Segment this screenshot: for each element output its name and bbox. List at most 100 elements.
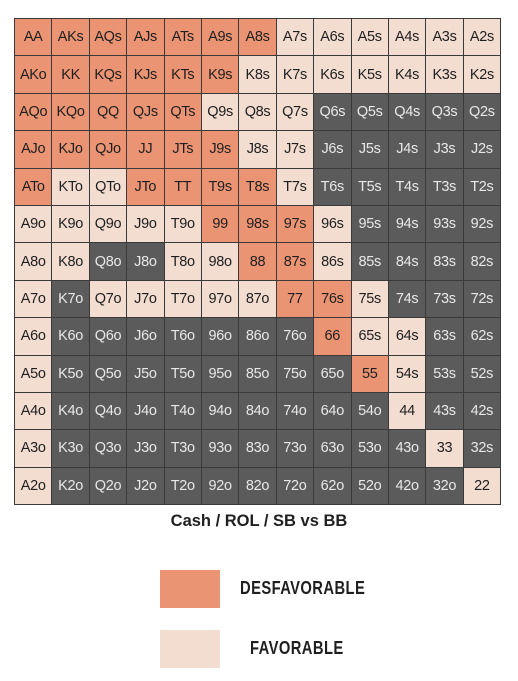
hand-cell-AKo: AKo	[15, 56, 53, 94]
legend-swatch-desfavorable	[160, 570, 220, 608]
hand-cell-K4s: K4s	[388, 56, 427, 94]
hand-cell-64s: 64s	[388, 318, 427, 356]
hand-cell-94o: 94o	[201, 392, 240, 431]
hand-cell-QJo: QJo	[89, 131, 128, 169]
hand-cell-K6s: K6s	[314, 56, 352, 94]
hand-cell-A2s: A2s	[463, 19, 502, 57]
hand-cell-K7o: K7o	[52, 280, 90, 319]
hand-cell-KJs: KJs	[127, 56, 165, 94]
hand-cell-J7s: J7s	[276, 131, 315, 169]
hand-cell-Q2o: Q2o	[89, 467, 128, 506]
hand-cell-J8o: J8o	[127, 243, 165, 281]
hand-cell-95o: 95o	[201, 355, 240, 393]
hand-cell-T8s: T8s	[239, 168, 277, 206]
hand-cell-J5s: J5s	[351, 131, 389, 169]
hand-cell-K9o: K9o	[52, 205, 90, 244]
hand-cell-T9o: T9o	[164, 205, 202, 244]
hand-cell-K8s: K8s	[239, 56, 277, 94]
hand-cell-J3s: J3s	[426, 131, 464, 169]
hand-cell-K3o: K3o	[52, 430, 90, 468]
hand-cell-Q6o: Q6o	[89, 318, 128, 356]
hand-cell-T2s: T2s	[463, 168, 502, 206]
hand-cell-22: 22	[463, 467, 502, 506]
hand-cell-Q5s: Q5s	[351, 93, 389, 132]
hand-cell-A8o: A8o	[15, 243, 53, 281]
hand-cell-A3o: A3o	[15, 430, 53, 468]
legend-label-favorable: FAVORABLE	[250, 638, 344, 658]
hand-cell-T6o: T6o	[164, 318, 202, 356]
hand-cell-74o: 74o	[276, 392, 315, 431]
hand-cell-T8o: T8o	[164, 243, 202, 281]
hand-cell-Q8o: Q8o	[89, 243, 128, 281]
hand-cell-AKs: AKs	[52, 19, 90, 57]
hand-cell-T3o: T3o	[164, 430, 202, 468]
hand-cell-93o: 93o	[201, 430, 240, 468]
hand-cell-JTo: JTo	[127, 168, 165, 206]
hand-cell-97o: 97o	[201, 280, 240, 319]
hand-cell-AQs: AQs	[89, 19, 128, 57]
hand-cell-85s: 85s	[351, 243, 389, 281]
hand-cell-T9s: T9s	[201, 168, 240, 206]
hand-cell-A8s: A8s	[239, 19, 277, 57]
hand-cell-42s: 42s	[463, 392, 502, 431]
hand-cell-K7s: K7s	[276, 56, 315, 94]
hand-cell-65o: 65o	[314, 355, 352, 393]
hand-cell-82o: 82o	[239, 467, 277, 506]
hand-cell-J2s: J2s	[463, 131, 502, 169]
hand-cell-AJs: AJs	[127, 19, 165, 57]
hand-cell-J5o: J5o	[127, 355, 165, 393]
hand-cell-A2o: A2o	[15, 467, 53, 506]
hand-cell-J7o: J7o	[127, 280, 165, 319]
hand-cell-A9s: A9s	[201, 19, 240, 57]
hand-cell-A6s: A6s	[314, 19, 352, 57]
hand-cell-96s: 96s	[314, 205, 352, 244]
hand-cell-Q2s: Q2s	[463, 93, 502, 132]
hand-cell-J9s: J9s	[201, 131, 240, 169]
hand-cell-72s: 72s	[463, 280, 502, 319]
hand-cell-KK: KK	[52, 56, 90, 94]
hand-cell-72o: 72o	[276, 467, 315, 506]
hand-cell-JJ: JJ	[127, 131, 165, 169]
hand-range-grid: AA AKs AQs AJs ATs A9s A8s A7s A6s A5s A4s A3s A2s AK…	[14, 18, 502, 506]
hand-cell-63s: 63s	[426, 318, 464, 356]
hand-cell-T2o: T2o	[164, 467, 202, 506]
hand-cell-A6o: A6o	[15, 318, 53, 356]
hand-cell-Q9s: Q9s	[201, 93, 240, 132]
hand-cell-K6o: K6o	[52, 318, 90, 356]
hand-cell-98s: 98s	[239, 205, 277, 244]
hand-cell-52o: 52o	[351, 467, 389, 506]
hand-cell-KQo: KQo	[52, 93, 90, 132]
hand-cell-QTs: QTs	[164, 93, 202, 132]
hand-cell-83s: 83s	[426, 243, 464, 281]
hand-cell-Q7o: Q7o	[89, 280, 128, 319]
hand-cell-44: 44	[388, 392, 427, 431]
hand-cell-J6s: J6s	[314, 131, 352, 169]
hand-cell-52s: 52s	[463, 355, 502, 393]
hand-cell-85o: 85o	[239, 355, 277, 393]
hand-cell-K9s: K9s	[201, 56, 240, 94]
hand-cell-K2s: K2s	[463, 56, 502, 94]
hand-cell-KQs: KQs	[89, 56, 128, 94]
hand-cell-92s: 92s	[463, 205, 502, 244]
hand-cell-32s: 32s	[463, 430, 502, 468]
hand-cell-K2o: K2o	[52, 467, 90, 506]
hand-cell-J2o: J2o	[127, 467, 165, 506]
hand-cell-A3s: A3s	[426, 19, 464, 57]
hand-cell-A5s: A5s	[351, 19, 389, 57]
hand-cell-87s: 87s	[276, 243, 315, 281]
hand-cell-94s: 94s	[388, 205, 427, 244]
hand-cell-53o: 53o	[351, 430, 389, 468]
hand-cell-62o: 62o	[314, 467, 352, 506]
hand-cell-Q5o: Q5o	[89, 355, 128, 393]
hand-cell-42o: 42o	[388, 467, 427, 506]
hand-cell-93s: 93s	[426, 205, 464, 244]
hand-cell-53s: 53s	[426, 355, 464, 393]
hand-cell-Q8s: Q8s	[239, 93, 277, 132]
hand-cell-84s: 84s	[388, 243, 427, 281]
hand-cell-QTo: QTo	[89, 168, 128, 206]
hand-cell-84o: 84o	[239, 392, 277, 431]
hand-cell-T5s: T5s	[351, 168, 389, 206]
hand-cell-86o: 86o	[239, 318, 277, 356]
hand-cell-97s: 97s	[276, 205, 315, 244]
hand-cell-65s: 65s	[351, 318, 389, 356]
